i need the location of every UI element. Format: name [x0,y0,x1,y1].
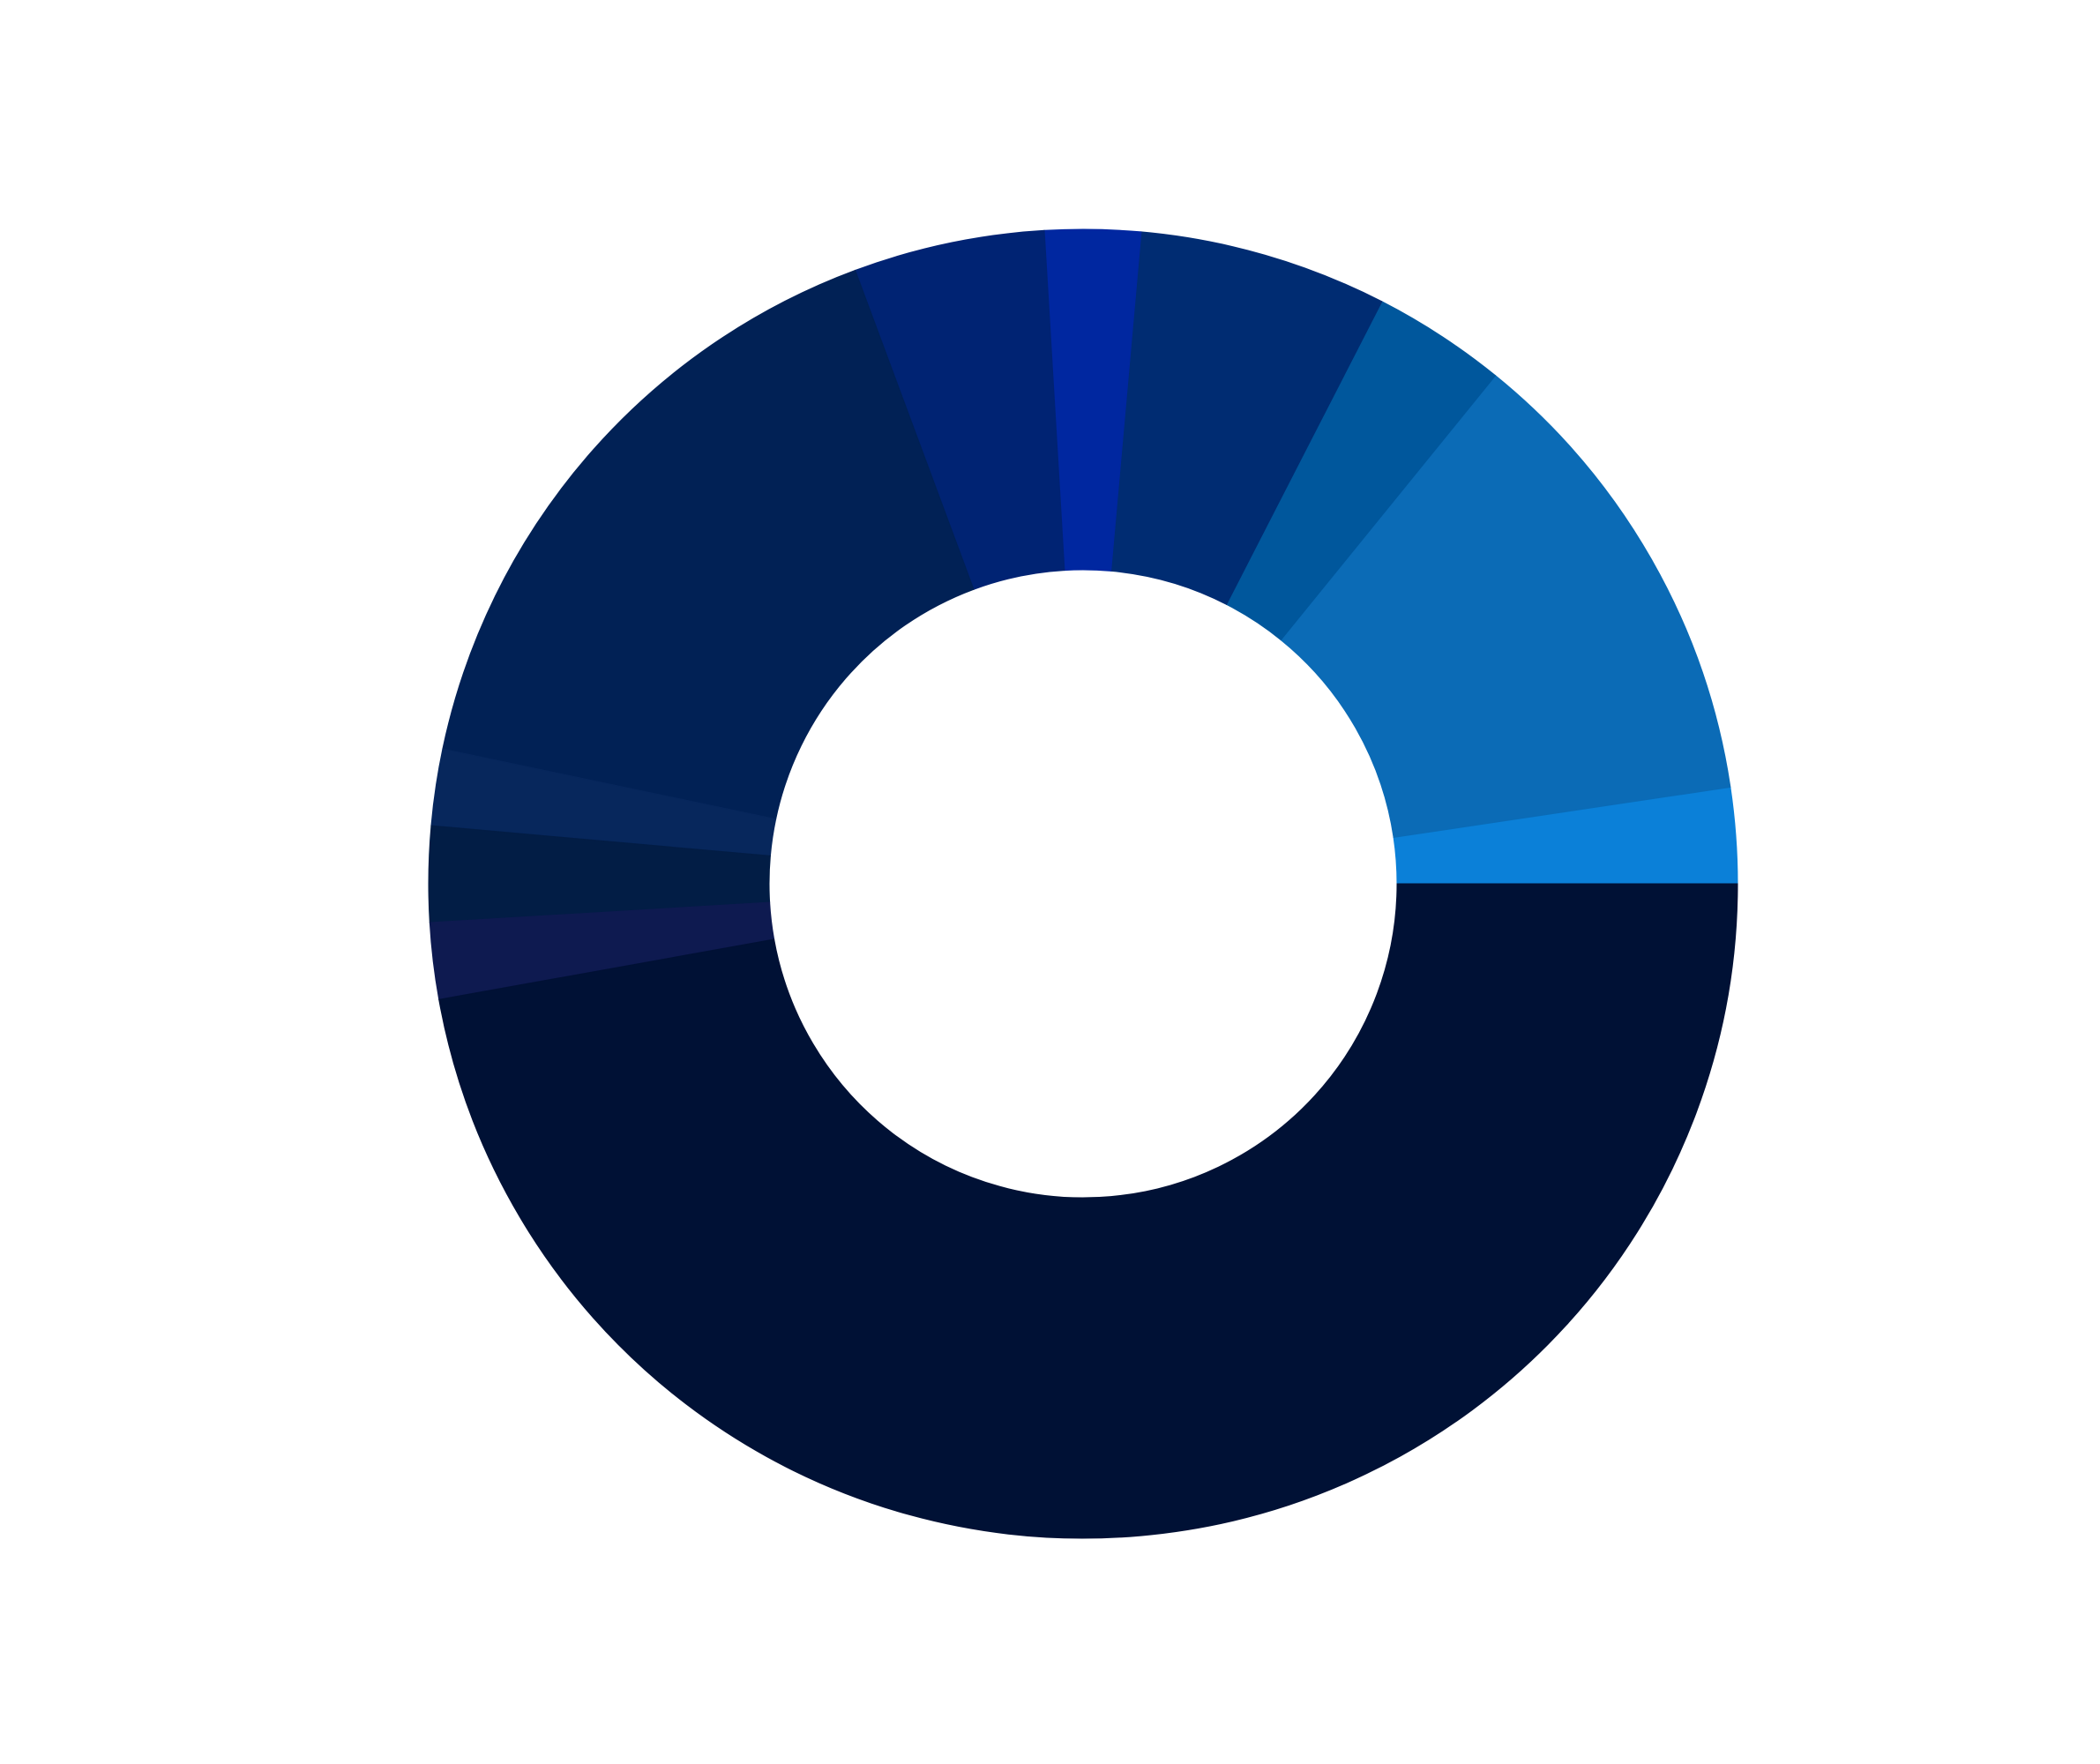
donut-slice-2 [1280,375,1731,839]
donut-slice-11 [438,883,1738,1539]
donut-slice-7 [442,269,975,820]
